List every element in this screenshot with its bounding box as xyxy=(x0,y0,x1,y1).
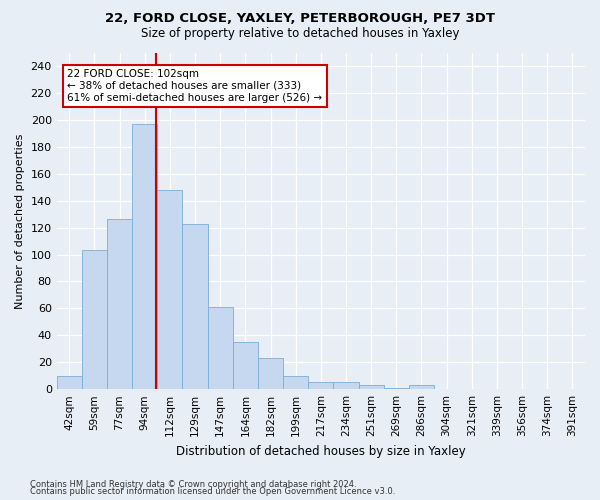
Text: Contains HM Land Registry data © Crown copyright and database right 2024.: Contains HM Land Registry data © Crown c… xyxy=(30,480,356,489)
Bar xyxy=(208,307,233,389)
Bar xyxy=(258,358,283,389)
Bar xyxy=(334,382,359,389)
Text: Size of property relative to detached houses in Yaxley: Size of property relative to detached ho… xyxy=(141,28,459,40)
Bar xyxy=(283,376,308,389)
Bar xyxy=(308,382,334,389)
Text: 22, FORD CLOSE, YAXLEY, PETERBOROUGH, PE7 3DT: 22, FORD CLOSE, YAXLEY, PETERBOROUGH, PE… xyxy=(105,12,495,26)
Bar xyxy=(82,250,107,389)
Bar xyxy=(233,342,258,389)
X-axis label: Distribution of detached houses by size in Yaxley: Distribution of detached houses by size … xyxy=(176,444,466,458)
Text: 22 FORD CLOSE: 102sqm
← 38% of detached houses are smaller (333)
61% of semi-det: 22 FORD CLOSE: 102sqm ← 38% of detached … xyxy=(67,70,322,102)
Bar xyxy=(359,385,384,389)
Bar xyxy=(182,224,208,389)
Y-axis label: Number of detached properties: Number of detached properties xyxy=(15,133,25,308)
Bar xyxy=(409,385,434,389)
Bar xyxy=(107,220,132,389)
Bar xyxy=(56,376,82,389)
Text: Contains public sector information licensed under the Open Government Licence v3: Contains public sector information licen… xyxy=(30,488,395,496)
Bar xyxy=(157,190,182,389)
Bar xyxy=(132,124,157,389)
Bar xyxy=(384,388,409,389)
